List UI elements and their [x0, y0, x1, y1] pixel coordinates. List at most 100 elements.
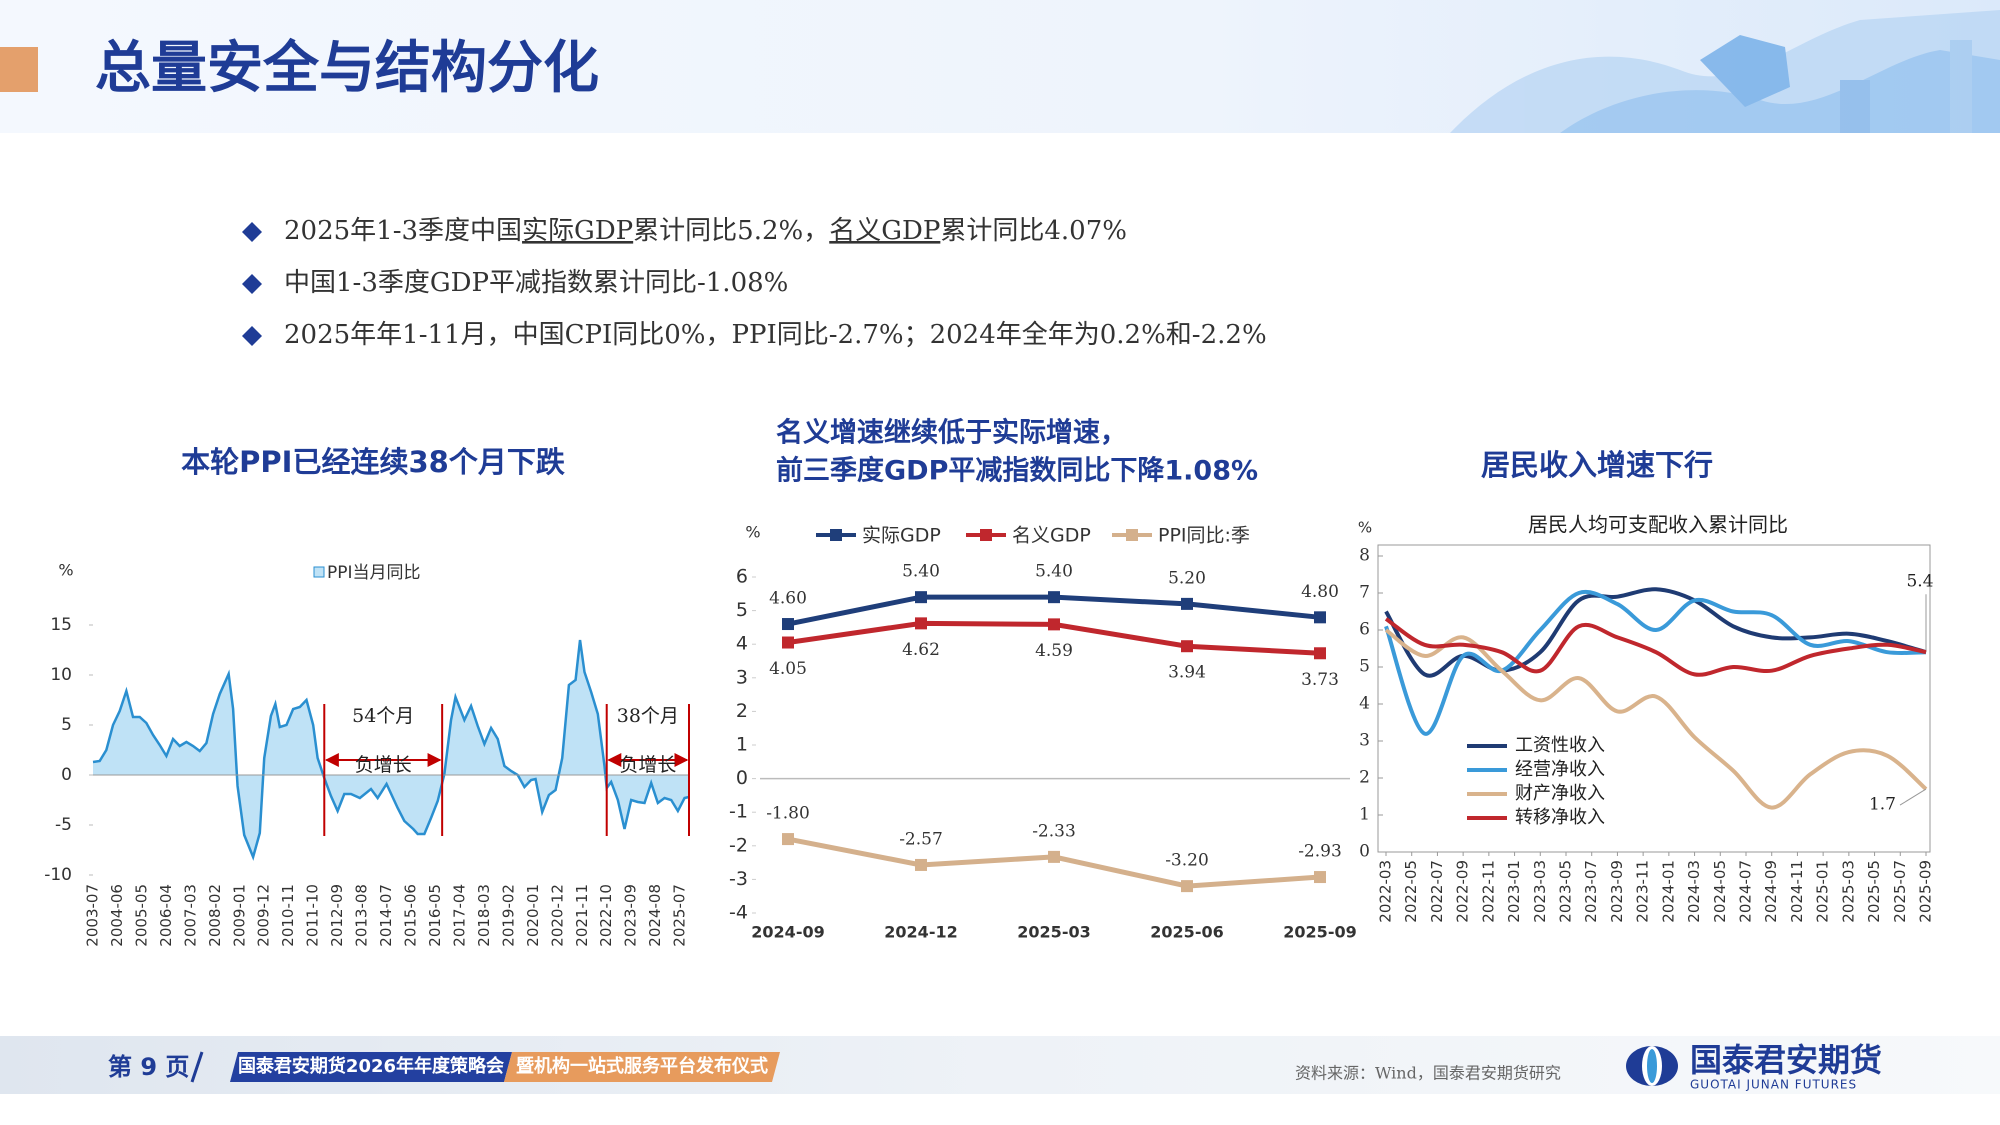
x-tick-label: 2023-09 — [1608, 860, 1626, 923]
point-marker — [1181, 880, 1193, 893]
x-tick-label: 2025-01 — [1814, 860, 1832, 923]
x-tick-label: 2024-08 — [646, 884, 664, 947]
x-tick-label: 2011-10 — [304, 884, 322, 947]
event-badge — [230, 1052, 512, 1082]
bullet-text: 中国1-3季度GDP平减指数累计同比-1.08% — [284, 268, 788, 298]
x-tick-label: 2020-12 — [548, 884, 566, 947]
y-tick-label: 5 — [1359, 657, 1370, 677]
x-tick-label: 2024-07 — [1737, 860, 1755, 923]
span-label: 38个月 — [617, 705, 679, 727]
legend-label: 实际GDP — [862, 525, 941, 547]
bullet-text: 2025年1-3季度中国实际GDP累计同比5.2%，名义GDP累计同比4.07% — [284, 216, 1127, 246]
value-label: 4.62 — [902, 640, 940, 660]
x-tick-label: 2023-11 — [1634, 860, 1652, 923]
x-tick-label: 2003-07 — [84, 884, 102, 947]
point-marker — [1048, 850, 1060, 863]
y-tick-label: 2 — [1359, 768, 1370, 788]
event-subtitle: 暨机构一站式服务平台发布仪式 — [516, 1055, 768, 1077]
y-tick-label: -2 — [729, 834, 748, 856]
x-tick-label: 2020-01 — [524, 884, 542, 947]
x-tick-label: 2023-03 — [1531, 860, 1549, 923]
event-name: 国泰君安期货2026年年度策略会 — [238, 1055, 504, 1077]
x-tick-label: 2025-09 — [1917, 860, 1935, 923]
header-decoration — [1450, 10, 2000, 133]
x-tick-label: 2006-04 — [157, 884, 175, 947]
x-tick-label: 2022-03 — [1377, 860, 1395, 923]
x-tick-label: 2013-08 — [353, 884, 371, 947]
gdp-chart: 名义增速继续低于实际增速， 前三季度GDP平减指数同比下降1.08%% -4 -3 -2… — [729, 417, 1357, 942]
x-tick-label: 2023-01 — [1505, 860, 1523, 923]
y-tick-label: 0 — [736, 767, 748, 789]
x-tick-label: 2025-09 — [1283, 923, 1356, 942]
chart-title: 本轮PPI已经连续38个月下跌 — [181, 445, 565, 479]
y-tick-label: 6 — [1359, 620, 1370, 640]
x-tick-label: 2009-01 — [230, 884, 248, 947]
y-tick-label: 15 — [50, 615, 72, 635]
legend-marker — [830, 529, 842, 541]
x-tick-label: 2022-10 — [597, 884, 615, 947]
legend-marker — [1126, 529, 1138, 541]
y-tick-label: 4 — [1359, 694, 1370, 714]
point-marker — [1048, 618, 1060, 631]
x-tick-label: 2025-03 — [1839, 860, 1857, 923]
y-tick-label: 10 — [50, 665, 72, 685]
y-tick-label: 5 — [736, 599, 748, 621]
legend-label: 经营净收入 — [1515, 759, 1605, 780]
value-label: 4.59 — [1035, 641, 1073, 661]
logo-text: 国泰君安期货 — [1690, 1041, 1882, 1079]
legend-label: PPI同比:季 — [1158, 525, 1250, 547]
value-label: 5.40 — [902, 562, 940, 582]
y-unit: % — [1358, 519, 1372, 537]
legend-marker — [980, 529, 992, 541]
value-label: -2.93 — [1298, 842, 1342, 862]
point-marker — [1314, 647, 1326, 660]
y-tick-label: -10 — [44, 865, 72, 885]
x-tick-label: 2024-09 — [1762, 860, 1780, 923]
value-label: -2.33 — [1032, 821, 1076, 841]
x-tick-label: 2025-03 — [1017, 923, 1090, 942]
y-tick-label: 3 — [736, 666, 748, 688]
x-tick-label: 2024-09 — [751, 923, 824, 942]
x-tick-label: 2024-05 — [1711, 860, 1729, 923]
y-tick-label: -3 — [729, 868, 748, 890]
bullet-segment: 累计同比4.07% — [940, 216, 1127, 246]
value-label: 4.80 — [1301, 582, 1339, 602]
separator — [190, 1051, 204, 1083]
x-tick-label: 2025-07 — [1891, 860, 1909, 923]
logo-english: GUOTAI JUNAN FUTURES — [1690, 1078, 1857, 1092]
value-label: 4.05 — [769, 659, 807, 679]
legend-label: 名义GDP — [1012, 525, 1091, 547]
x-tick-label: 2023-05 — [1557, 860, 1575, 923]
bullet-segment: 2025年年1-11月，中国CPI同比0%，PPI同比-2.7%；2024年全年… — [284, 320, 1267, 350]
x-tick-label: 2025-05 — [1865, 860, 1883, 923]
bullet-diamond — [242, 274, 262, 294]
x-tick-label: 2014-07 — [377, 884, 395, 947]
bullet-segment: 2025年1-3季度中国 — [284, 216, 522, 246]
label-leader — [1899, 788, 1927, 806]
series-line — [1384, 617, 1927, 677]
point-marker — [1048, 591, 1060, 604]
area-line — [92, 639, 690, 861]
legend-label: 转移净收入 — [1515, 807, 1605, 828]
bullet-segment: 累计同比5.2%， — [633, 216, 829, 246]
chart-title: 居民收入增速下行 — [1481, 448, 1713, 482]
point-marker — [782, 636, 794, 649]
page-title: 总量安全与结构分化 — [95, 36, 599, 101]
logo-emblem — [1626, 1046, 1678, 1086]
value-label: 3.94 — [1168, 663, 1206, 683]
x-tick-label: 2004-06 — [108, 884, 126, 947]
bullet-diamond — [242, 326, 262, 346]
point-marker — [1181, 640, 1193, 653]
y-tick-label: 3 — [1359, 731, 1370, 751]
x-tick-label: 2024-12 — [884, 923, 957, 942]
value-label: -1.80 — [766, 804, 810, 824]
x-tick-label: 2024-03 — [1685, 860, 1703, 923]
x-tick-label: 2022-05 — [1402, 860, 1420, 923]
x-tick-label: 2022-11 — [1479, 860, 1497, 923]
chart-title: 名义增速继续低于实际增速， — [776, 417, 1127, 449]
span-label: 负增长 — [619, 754, 676, 776]
bullet-text: 2025年年1-11月，中国CPI同比0%，PPI同比-2.7%；2024年全年… — [284, 320, 1267, 350]
x-tick-label: 2007-03 — [181, 884, 199, 947]
plot-frame — [1377, 544, 1931, 853]
